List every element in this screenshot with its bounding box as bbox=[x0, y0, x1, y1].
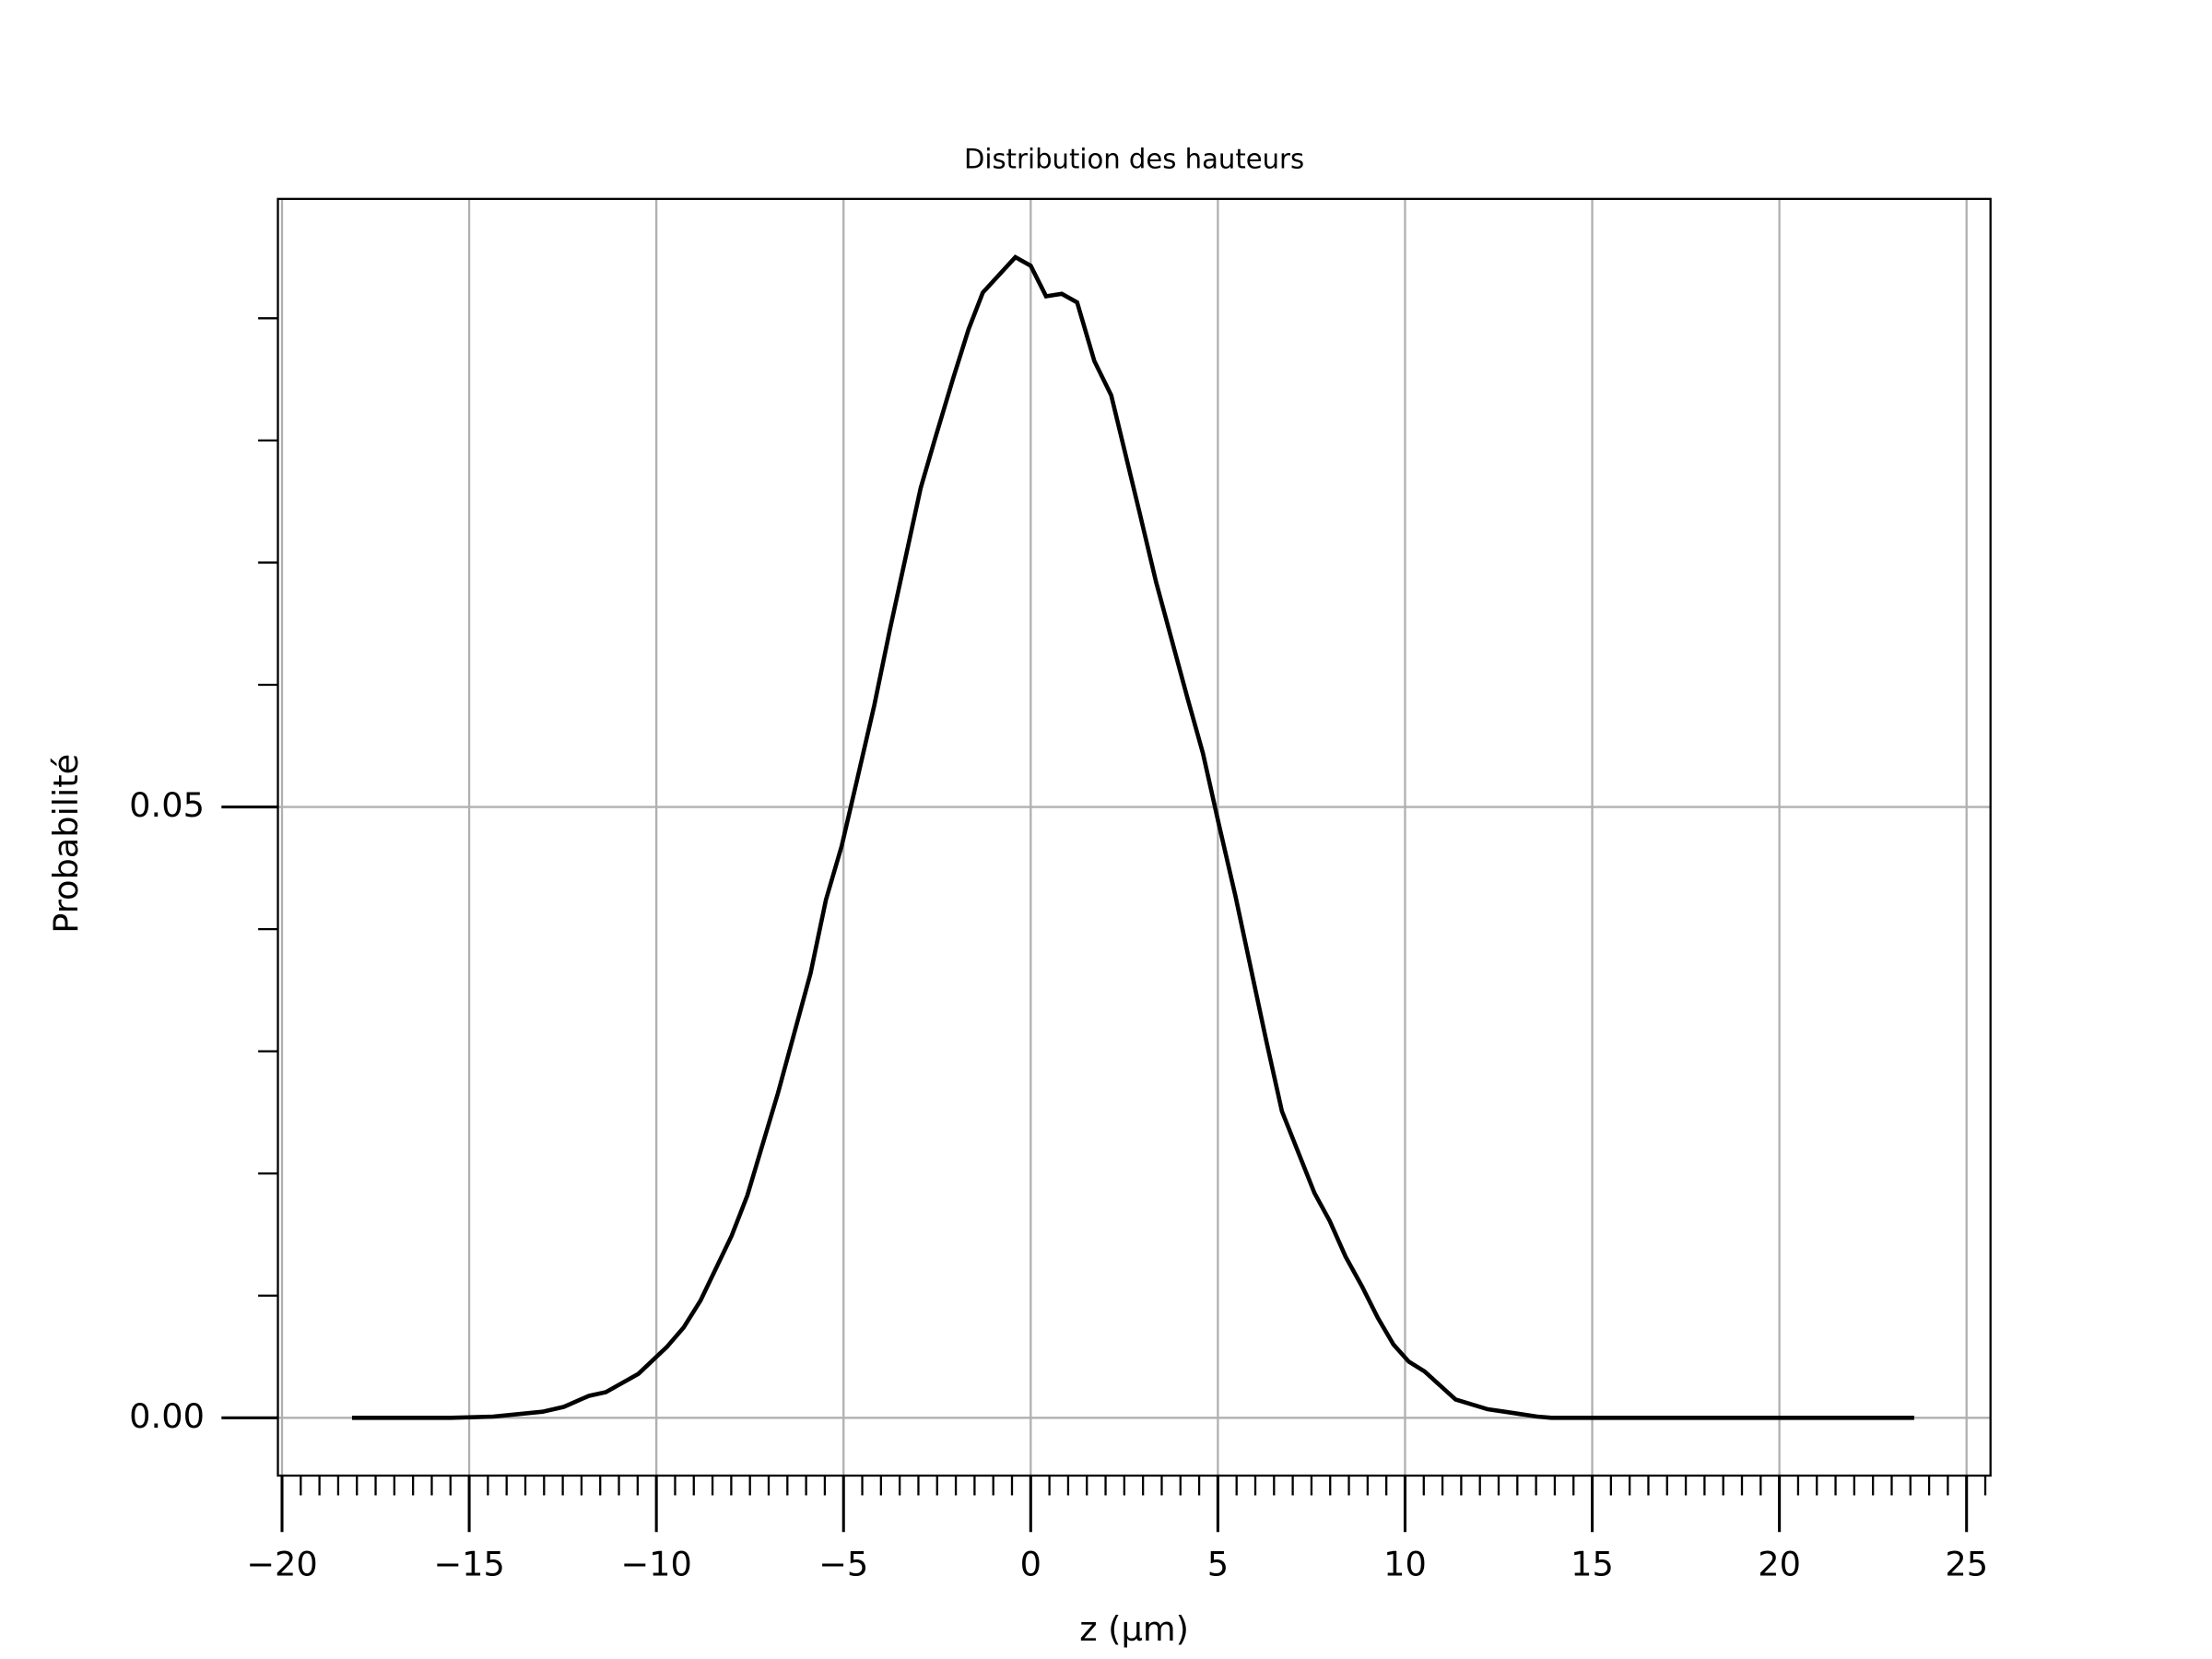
x-tick-label: −5 bbox=[818, 1544, 868, 1583]
chart-title: Distribution des hauteurs bbox=[964, 143, 1304, 174]
x-tick-label: 20 bbox=[1758, 1544, 1801, 1583]
x-tick-label: −20 bbox=[246, 1544, 318, 1583]
x-tick-label: −15 bbox=[433, 1544, 504, 1583]
x-tick-label: 10 bbox=[1383, 1544, 1427, 1583]
y-tick-label: 0.00 bbox=[129, 1396, 205, 1436]
x-tick-label: 5 bbox=[1207, 1544, 1229, 1583]
data-line bbox=[351, 254, 1914, 1420]
x-tick-label: 0 bbox=[1020, 1544, 1041, 1583]
plot-frame bbox=[276, 197, 1992, 1477]
x-tick-label: 15 bbox=[1571, 1544, 1614, 1583]
y-tick-label: 0.05 bbox=[129, 785, 205, 825]
x-tick-label: 25 bbox=[1945, 1544, 1988, 1583]
y-axis-label: Probabilité bbox=[46, 754, 86, 934]
x-tick-label: −10 bbox=[620, 1544, 692, 1583]
x-axis-label: z (µm) bbox=[1079, 1609, 1189, 1649]
